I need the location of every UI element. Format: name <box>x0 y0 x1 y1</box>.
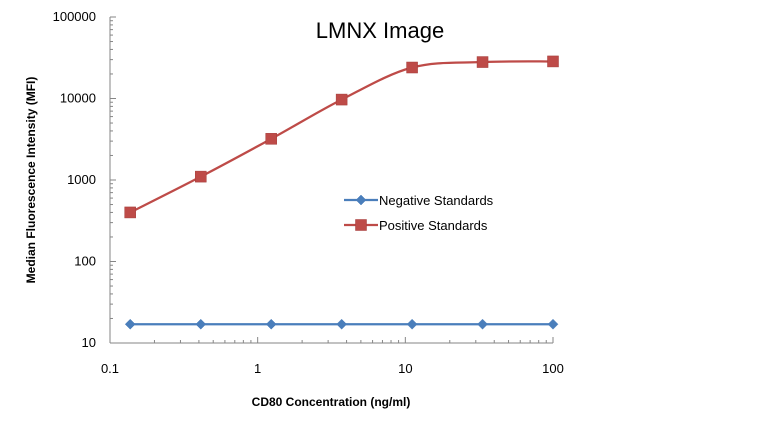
legend-label: Positive Standards <box>379 218 488 233</box>
data-point <box>406 318 418 330</box>
data-point <box>477 318 488 330</box>
x-tick-label: 100 <box>542 361 564 376</box>
series-line <box>129 60 554 214</box>
y-tick-label: 10 <box>82 335 96 350</box>
legend: Negative Standards Positive Standards <box>344 193 494 233</box>
data-point <box>124 318 136 330</box>
legend-entry: Negative Standards <box>344 193 494 208</box>
data-point <box>547 55 559 68</box>
x-tick-label: 1 <box>254 361 261 376</box>
data-point <box>195 318 207 330</box>
y-tick-label: 10000 <box>60 91 96 106</box>
data-point <box>547 318 559 330</box>
x-tick-label: 0.1 <box>101 361 119 376</box>
plot-area: 10 100 1000 10000 100000 0.1 1 10 100 <box>53 9 564 376</box>
x-tick-label: 10 <box>398 361 412 376</box>
legend-marker <box>355 219 367 231</box>
y-tick-label: 100000 <box>53 9 96 24</box>
data-point <box>195 170 207 183</box>
data-point <box>335 93 348 106</box>
legend-entry: Positive Standards <box>344 218 488 233</box>
y-tick-label: 100 <box>74 254 96 269</box>
y-tick-labels: 10 100 1000 10000 100000 <box>53 9 96 350</box>
legend-marker <box>355 194 367 206</box>
data-point <box>265 133 277 145</box>
legend-label: Negative Standards <box>379 193 494 208</box>
series-positive-standards <box>124 55 559 219</box>
y-tick-label: 1000 <box>67 172 96 187</box>
data-point <box>265 318 277 330</box>
series-layer <box>124 55 559 330</box>
y-axis-title: Median Fluorescence Intensity (MFI) <box>24 77 38 284</box>
x-tick-labels: 0.1 1 10 100 <box>101 361 564 376</box>
data-point <box>124 206 136 219</box>
chart-title: LMNX Image <box>316 18 444 43</box>
data-point <box>336 318 347 330</box>
x-axis-title: CD80 Concentration (ng/ml) <box>252 395 411 409</box>
y-minor-ticks <box>110 16 116 344</box>
series-negative-standards <box>124 318 559 330</box>
data-point <box>476 56 489 68</box>
x-minor-ticks <box>109 337 554 343</box>
data-point <box>406 61 418 74</box>
